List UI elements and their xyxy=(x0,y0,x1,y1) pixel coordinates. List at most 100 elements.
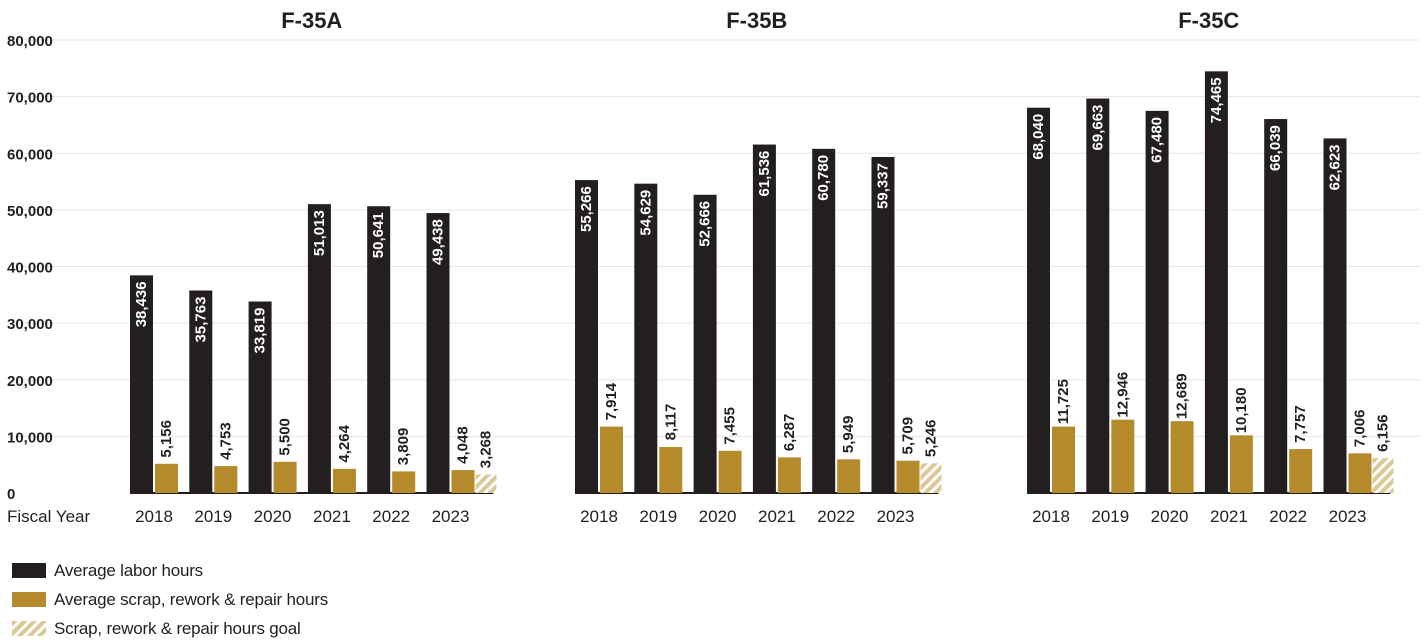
bar-scrap xyxy=(1230,435,1253,493)
data-label-labor: 66,039 xyxy=(1267,125,1284,171)
bar-scrap xyxy=(1052,427,1075,493)
data-label-labor: 74,465 xyxy=(1208,77,1225,123)
bar-scrap xyxy=(1171,421,1194,493)
x-tick-label: 2019 xyxy=(639,507,677,526)
x-axis-title: Fiscal Year xyxy=(7,507,90,526)
legend-label: Scrap, rework & repair hours goal xyxy=(54,619,301,639)
data-label-scrap: 3,809 xyxy=(395,428,412,466)
bar-labor xyxy=(1086,99,1109,493)
legend-label: Average scrap, rework & repair hours xyxy=(54,590,328,610)
data-label-scrap: 5,500 xyxy=(277,418,294,456)
bar-scrap xyxy=(778,457,801,493)
bar-goal xyxy=(921,463,942,493)
bar-scrap xyxy=(600,427,623,493)
legend-swatch-labor xyxy=(12,563,46,578)
bar-scrap xyxy=(659,447,682,493)
y-tick-label: 80,000 xyxy=(7,33,53,50)
x-tick-label: 2022 xyxy=(1269,507,1307,526)
bar-scrap xyxy=(837,459,860,493)
y-tick-label: 10,000 xyxy=(7,429,53,446)
legend-swatch-goal xyxy=(12,621,46,636)
data-label-labor: 50,641 xyxy=(370,212,387,258)
data-label-labor: 62,623 xyxy=(1327,144,1344,190)
data-label-scrap: 7,455 xyxy=(722,407,739,445)
x-tick-label: 2018 xyxy=(580,507,618,526)
data-label-scrap: 7,914 xyxy=(603,382,620,420)
data-label-labor: 52,666 xyxy=(697,201,714,247)
chart: 0 10,000 20,000 30,000 40,000 50,000 60,000 70,… xyxy=(0,0,1426,548)
data-label-labor: 35,763 xyxy=(192,297,209,343)
data-label-scrap: 5,949 xyxy=(840,416,857,454)
x-tick-label: 2020 xyxy=(254,507,292,526)
y-tick-label: 60,000 xyxy=(7,146,53,163)
x-tick-label: 2020 xyxy=(699,507,737,526)
bar-scrap xyxy=(274,462,297,493)
data-label-labor: 61,536 xyxy=(756,151,773,197)
data-label-scrap: 8,117 xyxy=(662,404,679,441)
data-label-scrap: 7,757 xyxy=(1292,405,1309,443)
panel-title: F-35B xyxy=(726,8,787,33)
panel-title: F-35C xyxy=(1178,8,1239,33)
x-tick-label: 2018 xyxy=(135,507,173,526)
data-label-goal: 6,156 xyxy=(1375,414,1392,452)
data-label-labor: 54,629 xyxy=(637,190,654,236)
data-label-scrap: 4,048 xyxy=(455,426,472,464)
data-label-scrap: 4,264 xyxy=(336,424,353,462)
y-tick-label: 70,000 xyxy=(7,90,53,107)
data-label-scrap: 11,725 xyxy=(1055,379,1072,424)
data-label-scrap: 5,156 xyxy=(158,420,175,458)
bar-scrap xyxy=(333,469,356,493)
y-tick-label: 50,000 xyxy=(7,203,53,220)
bar-labor xyxy=(1324,138,1347,493)
data-label-labor: 38,436 xyxy=(133,281,150,327)
data-label-goal: 3,268 xyxy=(478,431,495,469)
bar-scrap xyxy=(1289,449,1312,493)
bar-labor xyxy=(1264,119,1287,493)
data-label-scrap: 10,180 xyxy=(1233,387,1250,433)
bar-scrap xyxy=(1349,453,1372,493)
bar-labor xyxy=(1146,111,1169,493)
x-tick-label: 2019 xyxy=(194,507,232,526)
bar-scrap xyxy=(392,471,415,493)
legend-item-labor: Average labor hours xyxy=(12,556,328,585)
bar-scrap xyxy=(155,464,178,493)
bar-scrap xyxy=(214,466,237,493)
data-label-goal: 5,246 xyxy=(923,420,940,458)
data-label-labor: 67,480 xyxy=(1149,117,1166,163)
x-tick-label: 2023 xyxy=(1329,507,1367,526)
legend-swatch-scrap xyxy=(12,592,46,607)
bar-scrap xyxy=(1111,420,1134,493)
data-label-scrap: 4,753 xyxy=(217,422,234,460)
data-label-labor: 59,337 xyxy=(875,163,892,209)
bar-scrap xyxy=(719,451,742,493)
x-tick-label: 2018 xyxy=(1032,507,1070,526)
data-label-scrap: 12,689 xyxy=(1174,373,1191,419)
data-label-labor: 49,438 xyxy=(430,219,447,265)
data-label-labor: 51,013 xyxy=(311,210,328,256)
y-tick-label: 40,000 xyxy=(7,260,53,277)
data-label-labor: 33,819 xyxy=(252,308,269,354)
data-label-scrap: 6,287 xyxy=(781,414,798,452)
y-tick-label: 20,000 xyxy=(7,373,53,390)
data-label-labor: 60,780 xyxy=(815,155,832,201)
x-tick-label: 2023 xyxy=(877,507,915,526)
x-tick-label: 2021 xyxy=(313,507,351,526)
legend: Average labor hours Average scrap, rewor… xyxy=(12,556,328,643)
data-label-labor: 69,663 xyxy=(1089,105,1106,151)
x-tick-label: 2021 xyxy=(1210,507,1248,526)
bar-goal xyxy=(476,474,497,493)
bar-labor xyxy=(1205,71,1228,493)
x-tick-label: 2020 xyxy=(1151,507,1189,526)
x-tick-label: 2022 xyxy=(372,507,410,526)
panel-title: F-35A xyxy=(281,8,342,33)
bar-goal xyxy=(1373,458,1394,493)
bar-scrap xyxy=(452,470,475,493)
data-label-scrap: 12,946 xyxy=(1114,372,1131,418)
data-label-scrap: 5,709 xyxy=(900,417,917,455)
data-label-labor: 68,040 xyxy=(1030,114,1047,160)
bar-scrap xyxy=(897,461,920,493)
y-tick-label: 0 xyxy=(7,486,15,503)
x-tick-label: 2023 xyxy=(432,507,470,526)
legend-label: Average labor hours xyxy=(54,561,203,581)
legend-item-scrap: Average scrap, rework & repair hours xyxy=(12,585,328,614)
